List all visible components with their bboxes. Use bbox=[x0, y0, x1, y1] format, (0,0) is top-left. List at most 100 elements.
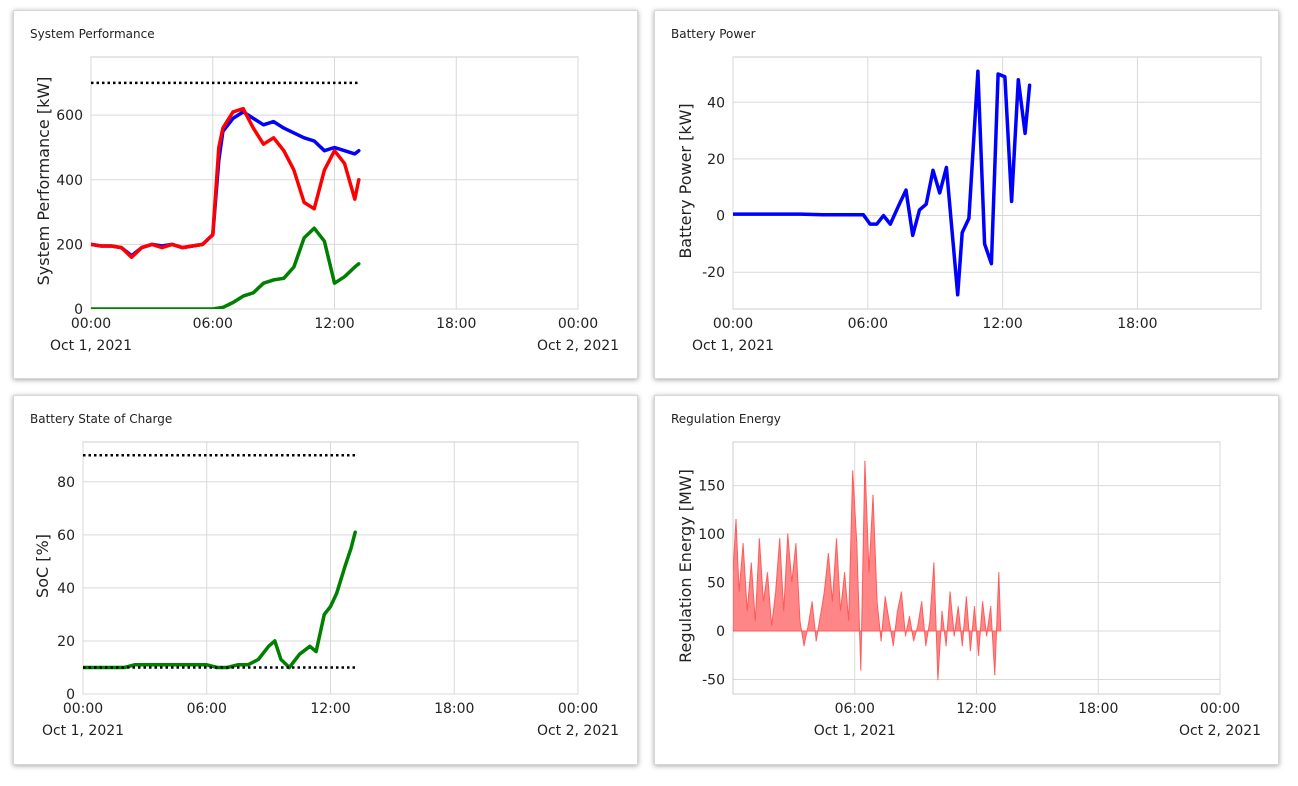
data-point bbox=[851, 470, 854, 472]
data-point bbox=[252, 292, 255, 294]
data-point bbox=[888, 620, 890, 623]
data-point bbox=[343, 149, 346, 152]
data-point bbox=[774, 591, 777, 593]
x-tick-label: 12:00 bbox=[314, 316, 354, 332]
data-point bbox=[904, 635, 907, 637]
data-point bbox=[232, 111, 234, 113]
data-point bbox=[787, 533, 789, 535]
data-point bbox=[945, 166, 948, 169]
data-point bbox=[130, 256, 133, 259]
data-point bbox=[889, 223, 892, 225]
x-tick-label: 00:00 bbox=[71, 316, 111, 332]
data-point bbox=[956, 294, 959, 296]
data-point bbox=[333, 149, 336, 152]
data-point bbox=[911, 234, 914, 237]
data-point bbox=[989, 606, 992, 608]
data-point bbox=[164, 664, 167, 666]
data-point bbox=[782, 610, 785, 613]
data-point bbox=[822, 213, 824, 216]
data-point bbox=[925, 644, 927, 647]
data-point bbox=[827, 552, 830, 555]
data-point bbox=[283, 127, 285, 129]
data-point bbox=[1028, 84, 1031, 87]
y-tick-label: -50 bbox=[702, 672, 725, 688]
data-point bbox=[133, 664, 136, 666]
system-performance-chart[interactable]: 0 200 400 600 00:00 Oct 1, 2021 06:00 12:00 18:0… bbox=[14, 11, 639, 380]
y-tick-label: 0 bbox=[74, 302, 83, 318]
data-point bbox=[952, 243, 954, 245]
data-point bbox=[333, 282, 336, 285]
data-point bbox=[272, 279, 275, 281]
y-tick-label: 80 bbox=[57, 475, 75, 491]
data-point bbox=[994, 673, 996, 676]
data-point bbox=[983, 243, 986, 245]
y-tick-label: 0 bbox=[66, 687, 75, 703]
data-point bbox=[252, 127, 255, 129]
data-point bbox=[811, 601, 813, 603]
x-tick-label: 06:00 bbox=[193, 316, 233, 332]
data-point bbox=[949, 591, 951, 593]
data-point bbox=[973, 606, 976, 608]
data-point bbox=[925, 203, 927, 205]
data-point bbox=[181, 246, 184, 249]
x-tick-label: 12:00 bbox=[982, 316, 1022, 332]
system-performance-panel: System Performance 0 200 400 600 00:00 Oct 1,… bbox=[13, 10, 638, 379]
data-point bbox=[985, 635, 988, 637]
data-point bbox=[272, 120, 275, 123]
data-point bbox=[998, 572, 1000, 574]
data-point bbox=[313, 140, 316, 142]
data-point bbox=[880, 639, 882, 642]
data-point bbox=[843, 572, 846, 574]
data-point bbox=[272, 137, 275, 139]
data-point bbox=[862, 213, 865, 216]
data-point bbox=[766, 572, 769, 574]
data-point bbox=[298, 653, 301, 655]
panel-title: Battery State of Charge bbox=[30, 412, 173, 426]
data-point bbox=[920, 601, 923, 603]
data-point bbox=[274, 640, 276, 642]
panel-title: Battery Power bbox=[671, 27, 756, 41]
battery-power-chart[interactable]: -20 0 20 40 00:00 Oct 1, 2021 06:00 12:00 18:00 B… bbox=[655, 11, 1280, 380]
data-point bbox=[110, 308, 113, 309]
data-point bbox=[350, 547, 352, 549]
data-point bbox=[900, 591, 903, 593]
data-point bbox=[977, 654, 980, 656]
data-point bbox=[218, 146, 220, 149]
data-point bbox=[91, 243, 92, 246]
data-point bbox=[280, 658, 282, 661]
y-tick-label: 20 bbox=[707, 152, 725, 168]
data-point bbox=[896, 610, 899, 613]
battery-power-panel: Battery Power -20 0 20 40 00:00 Oct 1, 2021 06… bbox=[654, 10, 1279, 379]
data-point bbox=[1024, 132, 1026, 135]
y-tick-label: 20 bbox=[57, 634, 75, 650]
x-tick-label: 12:00 bbox=[310, 701, 350, 717]
series-group bbox=[733, 69, 1032, 297]
data-point bbox=[864, 460, 866, 463]
x-tick-sublabel: Oct 1, 2021 bbox=[692, 338, 774, 354]
data-point bbox=[358, 149, 360, 152]
y-axis-label: Battery Power [kW] bbox=[676, 103, 695, 258]
data-point bbox=[892, 644, 895, 647]
regulation-energy-chart[interactable]: -50 0 50 100 150 06:00 Oct 1, 2021 12:00 18:00 00… bbox=[655, 396, 1280, 766]
data-point bbox=[799, 620, 801, 623]
data-point bbox=[819, 615, 822, 618]
data-point bbox=[1004, 76, 1006, 78]
data-point bbox=[212, 308, 214, 309]
data-point bbox=[965, 596, 968, 598]
data-point bbox=[323, 149, 326, 152]
data-point bbox=[262, 282, 265, 285]
data-point bbox=[343, 162, 346, 165]
battery-soc-chart[interactable]: 0 20 40 60 80 00:00 Oct 1, 2021 06:00 12:00 18:00… bbox=[14, 396, 639, 766]
data-point bbox=[961, 231, 963, 234]
data-point bbox=[309, 645, 311, 648]
x-tick-label: 06:00 bbox=[835, 701, 875, 717]
data-point bbox=[941, 610, 943, 613]
data-point bbox=[354, 153, 356, 155]
x-tick-label: 00:00 bbox=[558, 316, 598, 332]
data-point bbox=[100, 245, 102, 247]
series-group bbox=[733, 460, 1002, 681]
data-point bbox=[778, 538, 781, 540]
data-point bbox=[799, 213, 802, 215]
data-point bbox=[835, 538, 838, 540]
y-tick-label: 60 bbox=[57, 528, 75, 544]
